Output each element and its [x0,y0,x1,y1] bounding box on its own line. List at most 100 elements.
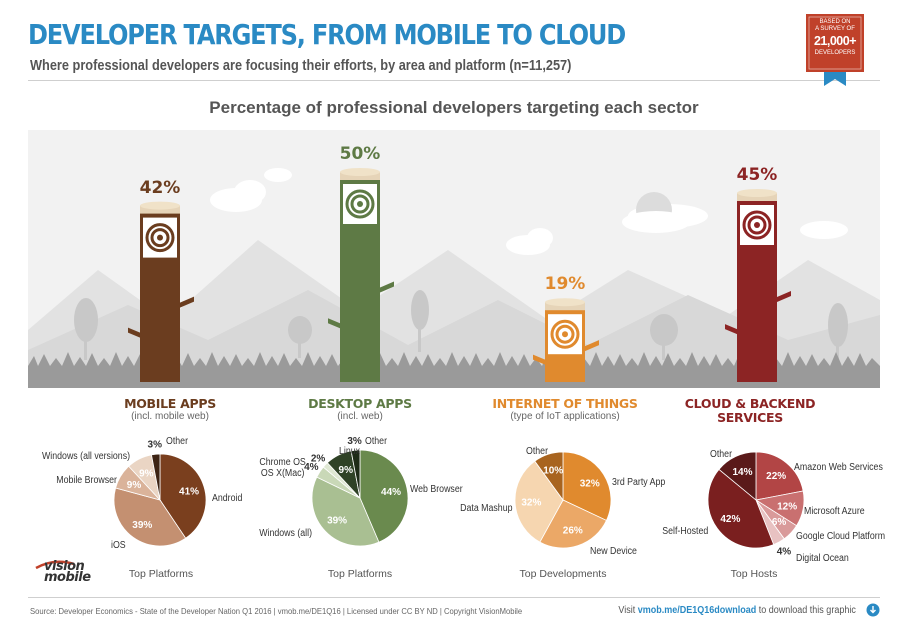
pie-caption-desktop: Top Platforms [327,568,393,580]
pie-value-label: 41% [179,487,199,498]
category-subtitle-mobile: (incl. mobile web) [131,411,209,422]
branch [533,354,545,365]
bar-value-label: 50% [339,144,381,164]
bar-value-label: 42% [139,177,181,198]
branch [328,318,340,329]
pie-label: Other [365,436,388,447]
pie-slice [150,453,161,501]
pie-slice [514,460,564,543]
pie-label: Mobile Browser [56,475,117,486]
logo-line1: vision [44,559,85,574]
branch [128,327,140,338]
pie-value-label: 39% [327,515,347,526]
category-title-desktop: DESKTOP APPS [308,396,412,411]
visit-suffix: to download this graphic [756,605,856,616]
pie-caption-iot: Top Developments [519,568,607,580]
pie-slice [359,449,409,543]
pie-charts: 41%39%9%9%3%44%39%4%2%9%3%32%26%32%10%22… [113,436,805,557]
pie-4: 22% 12% 6% 4% 42% 14% [707,451,805,557]
pie-label: Linux [339,446,361,457]
pie-label: Windows (all) [259,528,312,539]
pie-2: 44% 39% 4%2% 9% 3% [304,436,409,547]
pie-label: New Device [590,546,637,557]
target-icon [343,184,377,224]
category-subtitle-iot: (type of IoT applications) [510,411,620,422]
log-cap [340,168,380,176]
download-note: Visit vmob.me/DE1Q16download to download… [619,605,856,616]
pie-label: Chrome OS [259,457,306,468]
pie-label: Amazon Web Services [794,462,883,473]
source-credit: Source: Developer Economics - State of t… [30,606,523,616]
pie-slice [350,449,361,499]
branch [380,281,394,293]
target-icon [548,314,582,355]
pie-value-label: 42% [720,514,740,525]
pie-slice [755,451,804,501]
pie-3: 32% 26% 32% 10% [514,451,612,549]
survey-badge-text: BASED ON A SURVEY OF 21,000+ DEVELOPERS [808,18,862,56]
pie-value-label: 14% [733,467,753,478]
footer-divider [28,597,880,598]
bar-2 [533,298,599,382]
badge-line3: DEVELOPERS [814,49,856,56]
pie-label: Google Cloud Platform [796,531,886,542]
download-link[interactable]: vmob.me/DE1Q16download [637,605,757,616]
header-divider [28,80,880,81]
pie-label: OS X(Mac) [260,468,304,479]
pie-label: iOS [111,540,126,551]
pie-value-label: 10% [543,465,563,476]
pie-value-label: 22% [766,471,786,482]
bar-0 [128,201,194,382]
pie-label: Other [166,436,189,447]
pie-slice [707,468,775,549]
category-title-mobile: MOBILE APPS [124,396,216,411]
download-icon[interactable] [866,603,880,617]
page-subtitle: Where professional developers are focusi… [30,58,572,74]
target-icon [143,217,177,258]
pie-value-label: 26% [563,526,583,537]
pie-label: Data Mashup [459,503,512,514]
pie-value-label: 3% [148,440,163,451]
bar-value-label: 45% [736,165,778,185]
pie-slice [534,451,564,502]
pie-slice [311,476,380,547]
pie-1: 41% 39% 9%9% 3% [113,440,207,547]
chart-heading: Percentage of professional developers ta… [209,98,699,117]
badge-line2: A SURVEY OF [815,26,855,32]
pie-label: Digital Ocean [796,553,849,564]
pie-label: Android [212,493,243,504]
bar-3 [725,189,791,382]
pie-value-label: 32% [580,479,600,490]
pie-value-label: 9% [127,480,142,491]
pie-value-label: 44% [381,487,401,498]
target-icon [740,205,774,245]
pie-label: Other [710,449,733,460]
visit-prefix: Visit [618,605,638,616]
pie-value-label: 32% [521,497,541,508]
category-subtitle-desktop: (incl. web) [337,411,383,422]
pie-value-label: 6% [772,517,787,528]
pie-value-label: 2% [311,453,326,464]
logo-line2: mobile [44,570,91,585]
pie-label: Other [526,446,549,457]
branch [180,296,194,308]
pie-value-label: 4% [304,462,319,473]
pie-label: Microsoft Azure [804,506,865,517]
pie-value-label: 12% [777,501,797,512]
pie-caption-cloud: Top Hosts [730,568,778,580]
visionmobile-logo: vision mobile [44,559,91,585]
badge-line1: BASED ON [819,19,851,25]
pie-value-label: 4% [777,546,792,557]
branch [777,290,791,302]
pie-slice [159,453,207,539]
visionmobile-logo-icon [35,560,75,570]
pie-value-label: 39% [132,520,152,531]
pie-label: 3rd Party App [612,477,666,488]
badge-count: 21,000+ [813,34,857,48]
pie-label: Self-Hosted [662,526,708,537]
survey-badge [806,14,864,86]
bar-1 [328,168,394,382]
pie-label: Web Browser [410,484,463,495]
page-title: DEVELOPER TARGETS, FROM MOBILE TO CLOUD [28,18,626,51]
pie-label: Windows (all versions) [41,451,130,462]
